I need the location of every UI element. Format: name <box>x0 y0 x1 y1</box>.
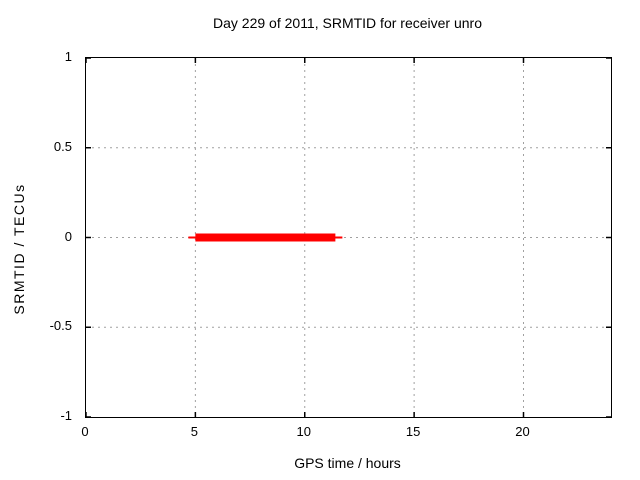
x-tick-label: 0 <box>81 424 89 439</box>
y-axis-label: SRMTID / TECUs <box>11 183 27 315</box>
x-tick-label: 5 <box>190 424 198 439</box>
y-tick-label: -0.5 <box>49 318 72 334</box>
x-tick-label: 20 <box>515 424 530 439</box>
y-tick-label: -1 <box>60 408 72 423</box>
x-tick-label: 15 <box>405 424 421 439</box>
x-tick-label: 10 <box>296 424 311 439</box>
y-tick-label: 0 <box>64 228 72 244</box>
plot-canvas <box>86 58 611 417</box>
y-tick-label: 0.5 <box>53 138 72 154</box>
chart-title: Day 229 of 2011, SRMTID for receiver unr… <box>213 15 482 31</box>
plot-area <box>85 57 612 418</box>
y-tick-label: 1 <box>64 49 72 64</box>
x-axis-label: GPS time / hours <box>294 455 401 471</box>
